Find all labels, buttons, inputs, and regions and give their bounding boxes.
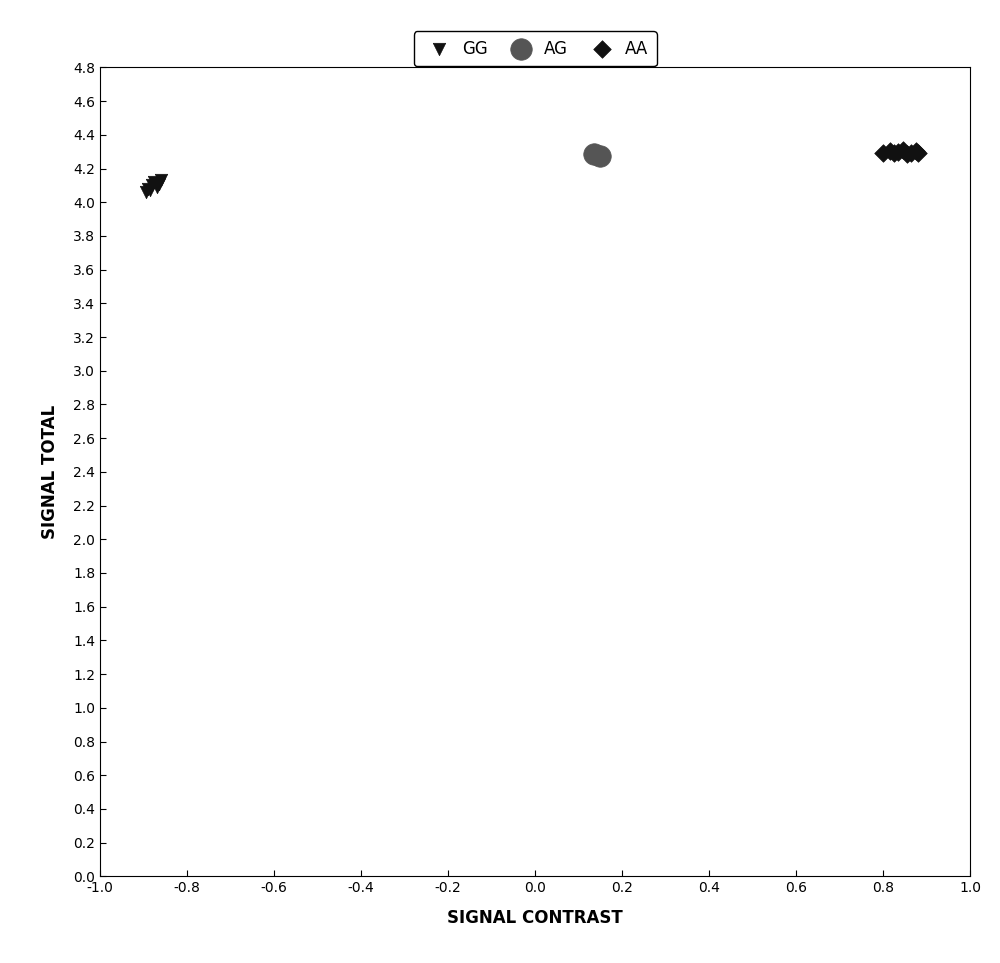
AA: [910, 145, 926, 161]
GG: [146, 174, 162, 190]
Y-axis label: SIGNAL TOTAL: SIGNAL TOTAL: [41, 404, 59, 539]
AA: [890, 143, 906, 159]
AG: [586, 146, 602, 162]
AA: [882, 143, 898, 159]
AA: [899, 146, 915, 162]
GG: [153, 172, 169, 188]
AA: [875, 144, 891, 160]
GG: [151, 176, 167, 192]
Legend: GG, AG, AA: GG, AG, AA: [414, 31, 656, 65]
GG: [149, 179, 165, 195]
X-axis label: SIGNAL CONTRAST: SIGNAL CONTRAST: [447, 909, 623, 927]
AA: [903, 144, 919, 160]
AG: [592, 148, 608, 164]
AA: [886, 145, 902, 161]
GG: [140, 181, 156, 196]
GG: [142, 183, 158, 198]
AA: [895, 143, 911, 158]
GG: [138, 184, 154, 199]
AA: [908, 143, 924, 159]
GG: [144, 177, 160, 193]
